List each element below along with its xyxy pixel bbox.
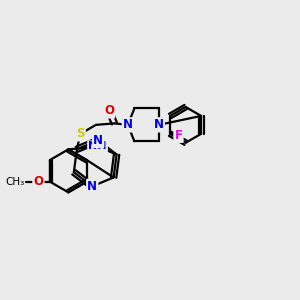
Text: F: F — [175, 129, 182, 142]
Text: S: S — [76, 127, 85, 140]
Text: CH₃: CH₃ — [5, 177, 24, 187]
Text: N: N — [123, 118, 133, 131]
Text: N: N — [154, 118, 164, 131]
Text: N: N — [93, 134, 103, 147]
Text: N: N — [87, 180, 97, 193]
Text: NH: NH — [88, 141, 107, 152]
Text: O: O — [104, 104, 114, 117]
Text: O: O — [33, 175, 43, 188]
